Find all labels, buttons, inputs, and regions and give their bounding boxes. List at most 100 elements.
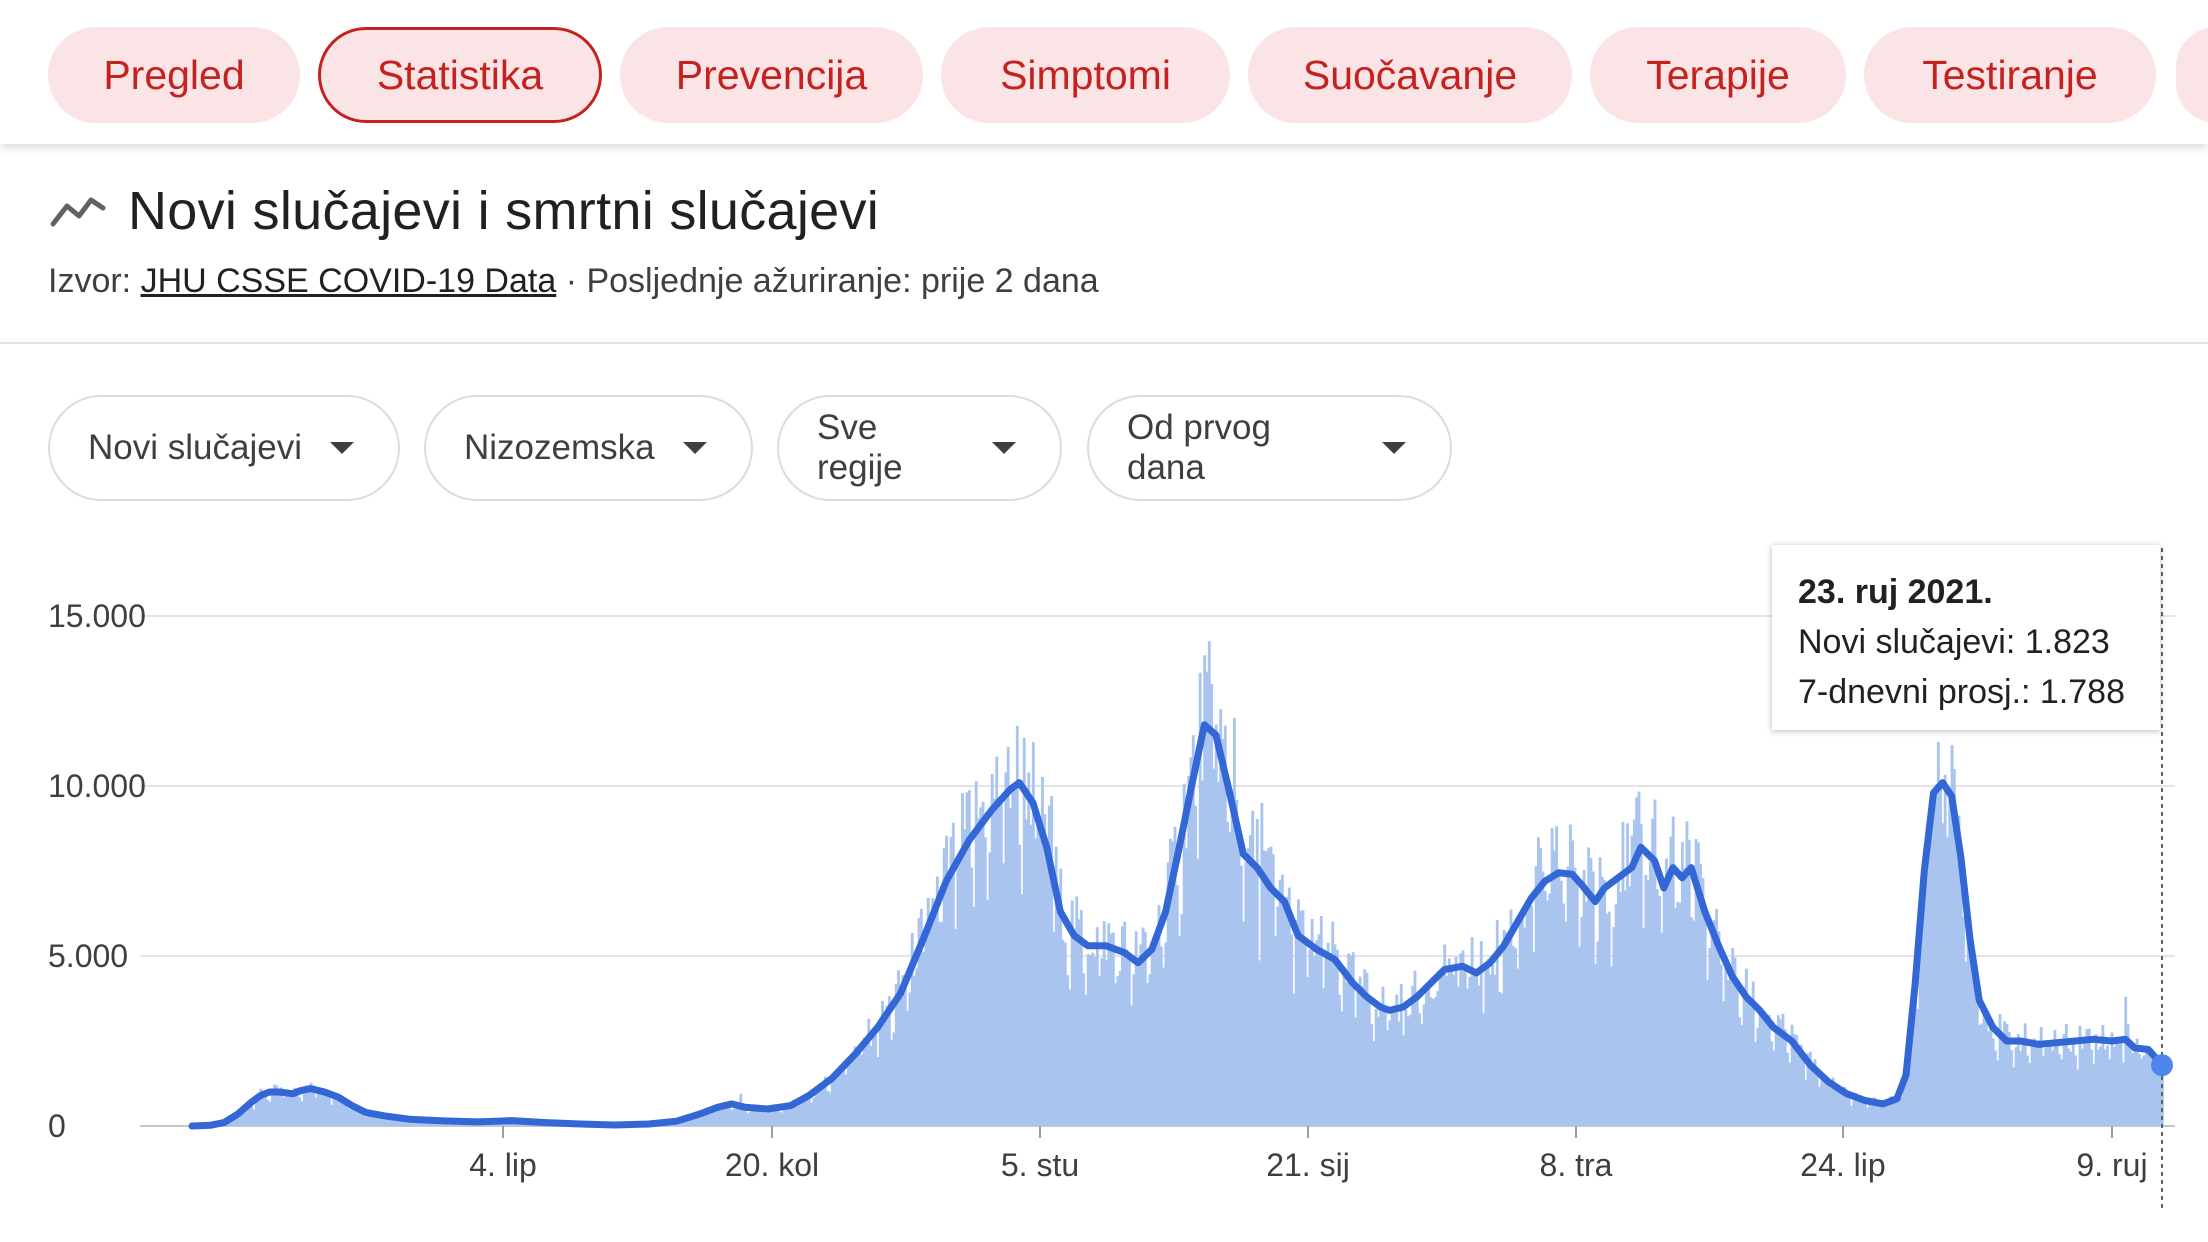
daily-case-bar: [1868, 1102, 1872, 1126]
tab-pregled[interactable]: Pregled: [48, 27, 300, 123]
daily-case-bar: [1831, 1077, 1835, 1126]
daily-case-bar: [771, 1104, 775, 1126]
tab-prevencija[interactable]: Prevencija: [620, 27, 923, 123]
daily-case-bar: [846, 1062, 850, 1126]
daily-case-bar: [1539, 848, 1543, 1126]
daily-case-bar: [759, 1107, 763, 1126]
daily-case-bar: [1886, 1099, 1890, 1126]
daily-case-bar: [2099, 1046, 2103, 1126]
daily-case-bar: [711, 1106, 715, 1126]
daily-case-bar: [2076, 1069, 2080, 1126]
daily-case-bar: [2090, 1049, 2093, 1126]
daily-case-bar: [1491, 965, 1495, 1126]
daily-case-bar: [1920, 881, 1924, 1126]
daily-cases-bars: [193, 641, 2164, 1126]
daily-case-bar: [2044, 1048, 2048, 1126]
region-dropdown[interactable]: Sve regije: [777, 395, 1062, 501]
metric-dropdown[interactable]: Novi slučajevi: [48, 395, 400, 501]
daily-case-bar: [1648, 861, 1652, 1126]
daily-case-bar: [805, 1093, 809, 1126]
daily-case-bar: [999, 799, 1003, 1126]
daily-case-bar: [1621, 821, 1625, 1126]
tab-statistika[interactable]: Statistika: [318, 27, 602, 123]
daily-case-bar: [325, 1094, 329, 1126]
daily-case-bar: [2069, 1051, 2073, 1126]
daily-case-bar: [1591, 871, 1595, 1126]
daily-case-bar: [1930, 828, 1933, 1126]
daily-case-bar: [1765, 1020, 1769, 1126]
daily-case-bar: [2046, 1043, 2050, 1126]
source-link[interactable]: JHU CSSE COVID-19 Data: [140, 262, 557, 300]
daily-case-bar: [1308, 949, 1312, 1126]
daily-case-bar: [1267, 848, 1271, 1126]
daily-case-bar: [1207, 641, 1211, 1126]
daily-case-bar: [826, 1090, 830, 1126]
tab-next-partial[interactable]: [2176, 27, 2208, 123]
daily-case-bar: [1978, 1025, 1981, 1126]
daily-case-bar: [1610, 966, 1613, 1126]
daily-case-bar: [1198, 672, 1202, 1126]
daily-case-bar: [730, 1109, 734, 1126]
daily-case-bar: [316, 1092, 320, 1126]
daily-case-bar: [1534, 866, 1538, 1126]
daily-case-bar: [1959, 887, 1963, 1126]
daily-case-bar: [375, 1114, 379, 1126]
tab-terapije[interactable]: Terapije: [1590, 27, 1846, 123]
daily-case-bar: [1246, 848, 1250, 1126]
daily-case-bar: [1075, 896, 1079, 1126]
daily-case-bar: [938, 921, 942, 1126]
daily-case-bar: [1754, 1042, 1757, 1126]
daily-case-bar: [919, 908, 923, 1126]
daily-case-bar: [849, 1062, 852, 1126]
daily-case-bar: [2147, 1046, 2151, 1126]
daily-case-bar: [871, 1034, 875, 1126]
trend-line-icon: [50, 197, 106, 227]
daily-case-bar: [844, 1074, 848, 1126]
daily-case-bar: [935, 876, 939, 1126]
daily-case-bar: [714, 1112, 718, 1126]
daily-case-bar: [1189, 757, 1193, 1126]
daily-case-bar: [1162, 967, 1166, 1126]
daily-case-bar: [1774, 1029, 1778, 1126]
daily-case-bar: [241, 1108, 245, 1126]
country-dropdown[interactable]: Nizozemska: [424, 395, 753, 501]
daily-case-bar: [1502, 929, 1506, 1126]
daily-case-bar: [865, 1042, 868, 1126]
daily-case-bar: [958, 859, 962, 1126]
daily-case-bar: [1360, 986, 1364, 1126]
daily-case-bar: [1278, 879, 1282, 1126]
daily-case-bar: [881, 1000, 884, 1126]
daily-case-bar: [1662, 883, 1666, 1126]
daily-case-bar: [1214, 724, 1218, 1126]
daily-case-bar: [1388, 1020, 1392, 1126]
daily-case-bar: [1036, 825, 1040, 1126]
daily-case-bar: [389, 1116, 393, 1126]
daily-case-bar: [2016, 1034, 2020, 1126]
daily-case-bar: [723, 1105, 727, 1126]
daily-case-bar: [353, 1105, 357, 1126]
time-range-dropdown[interactable]: Od prvog dana: [1087, 395, 1452, 501]
daily-case-bar: [1575, 879, 1579, 1126]
daily-case-bar: [1578, 946, 1581, 1126]
daily-case-bar: [1031, 742, 1035, 1126]
daily-case-bar: [1344, 981, 1348, 1126]
daily-case-bar: [2064, 1024, 2068, 1126]
tab-suocavanje[interactable]: Suočavanje: [1248, 27, 1572, 123]
cases-chart[interactable]: 0 5.000 10.000 15.000 4. lip 20. kol 5. stu 21…: [0, 520, 2208, 1242]
tab-simptomi[interactable]: Simptomi: [941, 27, 1230, 123]
daily-case-bar: [1804, 1080, 1808, 1126]
daily-case-bar: [1594, 963, 1597, 1126]
daily-case-bar: [1488, 974, 1492, 1126]
daily-case-bar: [2087, 1028, 2091, 1126]
daily-case-bar: [1994, 1050, 1997, 1126]
daily-case-bar: [995, 756, 999, 1126]
daily-case-bar: [997, 800, 1001, 1126]
daily-case-bar: [1328, 960, 1332, 1126]
tab-testiranje[interactable]: Testiranje: [1864, 27, 2156, 123]
daily-case-bar: [1415, 995, 1419, 1126]
daily-case-bar: [1370, 1023, 1374, 1126]
topic-tab-bar: Pregled Statistika Prevencija Simptomi S…: [0, 0, 2208, 144]
daily-case-bar: [357, 1110, 361, 1126]
daily-case-bar: [1276, 906, 1280, 1126]
daily-case-bar: [2055, 1045, 2059, 1126]
